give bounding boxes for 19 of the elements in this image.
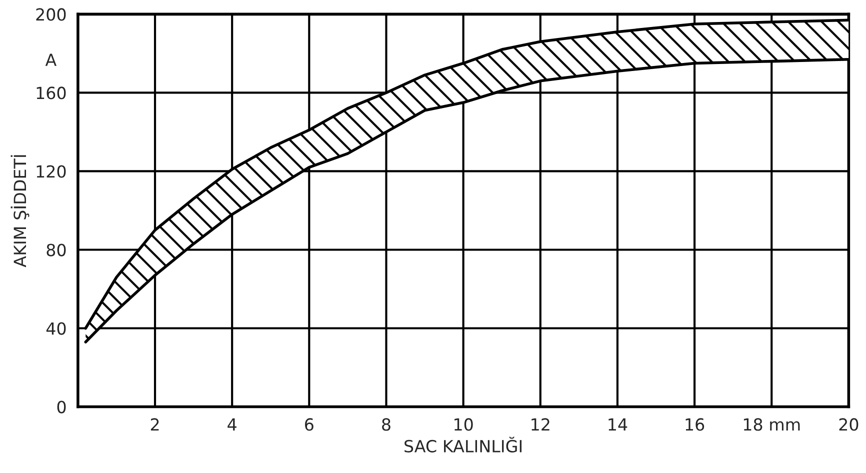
x-tick-label: 10 [454,418,473,431]
y-axis-title: AKIM ŞİDDETİ [10,155,30,268]
x-tick-label: 20 [839,418,858,431]
x-tick-label: 2 [150,418,159,431]
x-tick-label: 12 [532,418,550,431]
x-tick-label: 16 [686,418,704,431]
y-tick-label: 160 [36,86,66,100]
x-tick-label: 4 [228,418,236,431]
text: A [45,54,57,66]
x-tick-label: 14 [608,418,628,431]
y-tick-label: 40 [46,322,66,335]
y-tick-label: 0 [57,400,66,414]
y-tick-label: 200 [36,8,66,21]
y-tick-label: 80 [46,244,66,256]
x-axis-title: SAC KALINLIĞI [404,436,522,452]
x-tick-label: 8 [382,418,390,431]
x-tick-label: 6 [305,418,314,431]
x-tick-label: 18 mm [744,418,800,431]
y-tick-label: 120 [36,165,66,178]
